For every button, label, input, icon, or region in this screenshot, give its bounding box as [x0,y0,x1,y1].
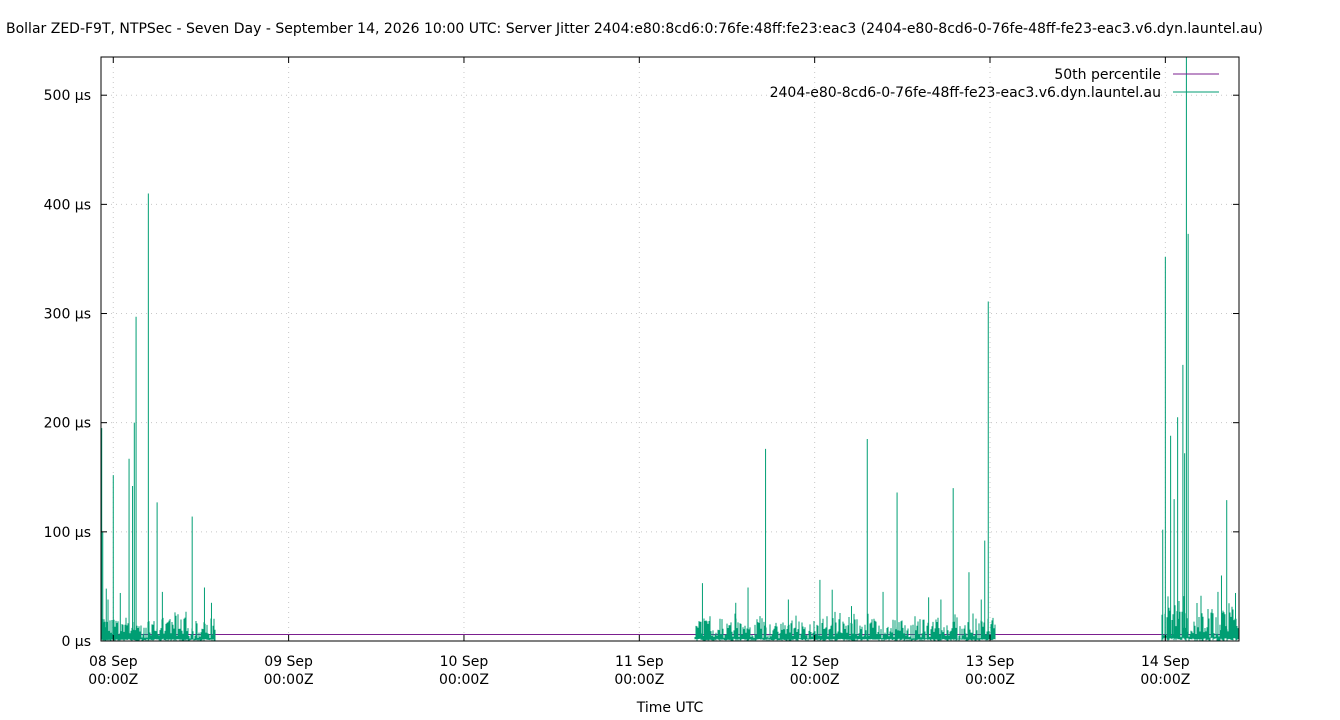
y-tick-label: 500 µs [44,88,91,104]
y-tick-label: 400 µs [44,197,91,213]
x-tick-label: 00:00Z [264,672,314,688]
series-band-1-0 [100,611,216,641]
x-tick-label: 00:00Z [614,672,664,688]
x-tick-label: 00:00Z [439,672,489,688]
chart-title: Bollar ZED-F9T, NTPSec - Seven Day - Sep… [6,21,1263,37]
x-tick-label: 00:00Z [790,672,840,688]
y-tick-label: 100 µs [44,525,91,541]
series-layer [100,57,1240,641]
x-tick-label: 00:00Z [1140,672,1190,688]
x-tick-label: 13 Sep [966,654,1015,670]
series-band-1-2 [1161,595,1240,641]
legend-label: 50th percentile [1054,67,1161,83]
legend-label: 2404-e80-8cd6-0-76fe-48ff-fe23-eac3.v6.d… [770,85,1161,101]
series-band-1-1 [694,611,996,641]
grid-layer [101,57,1239,641]
x-tick-label: 10 Sep [440,654,489,670]
x-tick-label: 09 Sep [264,654,313,670]
x-tick-label: 12 Sep [790,654,839,670]
x-tick-label: 14 Sep [1141,654,1190,670]
x-tick-label: 00:00Z [88,672,138,688]
y-tick-label: 300 µs [44,307,91,323]
x-tick-label: 00:00Z [965,672,1015,688]
x-tick-label: 11 Sep [615,654,664,670]
tick-layer: 0 µs 100 µs 200 µs 300 µs 400 µs 500 µs 08 Sep… [44,57,1239,688]
legend-layer: 50th percentile 2404-e80-8cd6-0-76fe-48ff… [770,67,1219,101]
plot-frame [100,56,1240,642]
y-tick-label: 200 µs [44,416,91,432]
y-tick-label: 0 µs [61,634,91,650]
x-axis-label: Time UTC [636,700,704,716]
x-tick-label: 08 Sep [89,654,138,670]
